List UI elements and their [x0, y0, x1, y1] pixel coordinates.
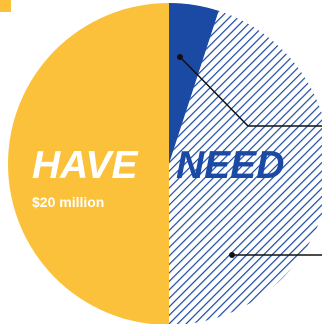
need-label: NEED: [176, 144, 284, 187]
corner-tab: [0, 0, 11, 12]
pie-slice-need-solid: [169, 3, 219, 164]
pie-slices: [8, 3, 322, 324]
leader-lines: [177, 54, 322, 258]
have-label: HAVE: [32, 144, 138, 187]
pie-slice-need-hatched: [169, 10, 322, 324]
leader-line-need-solid-dot: [177, 54, 183, 60]
pie-slice-have: [8, 3, 169, 324]
leader-line-need-hatched-dot: [229, 252, 235, 258]
leader-line-need-solid: [179, 56, 322, 127]
have-amount-label: $20 million: [32, 194, 104, 210]
